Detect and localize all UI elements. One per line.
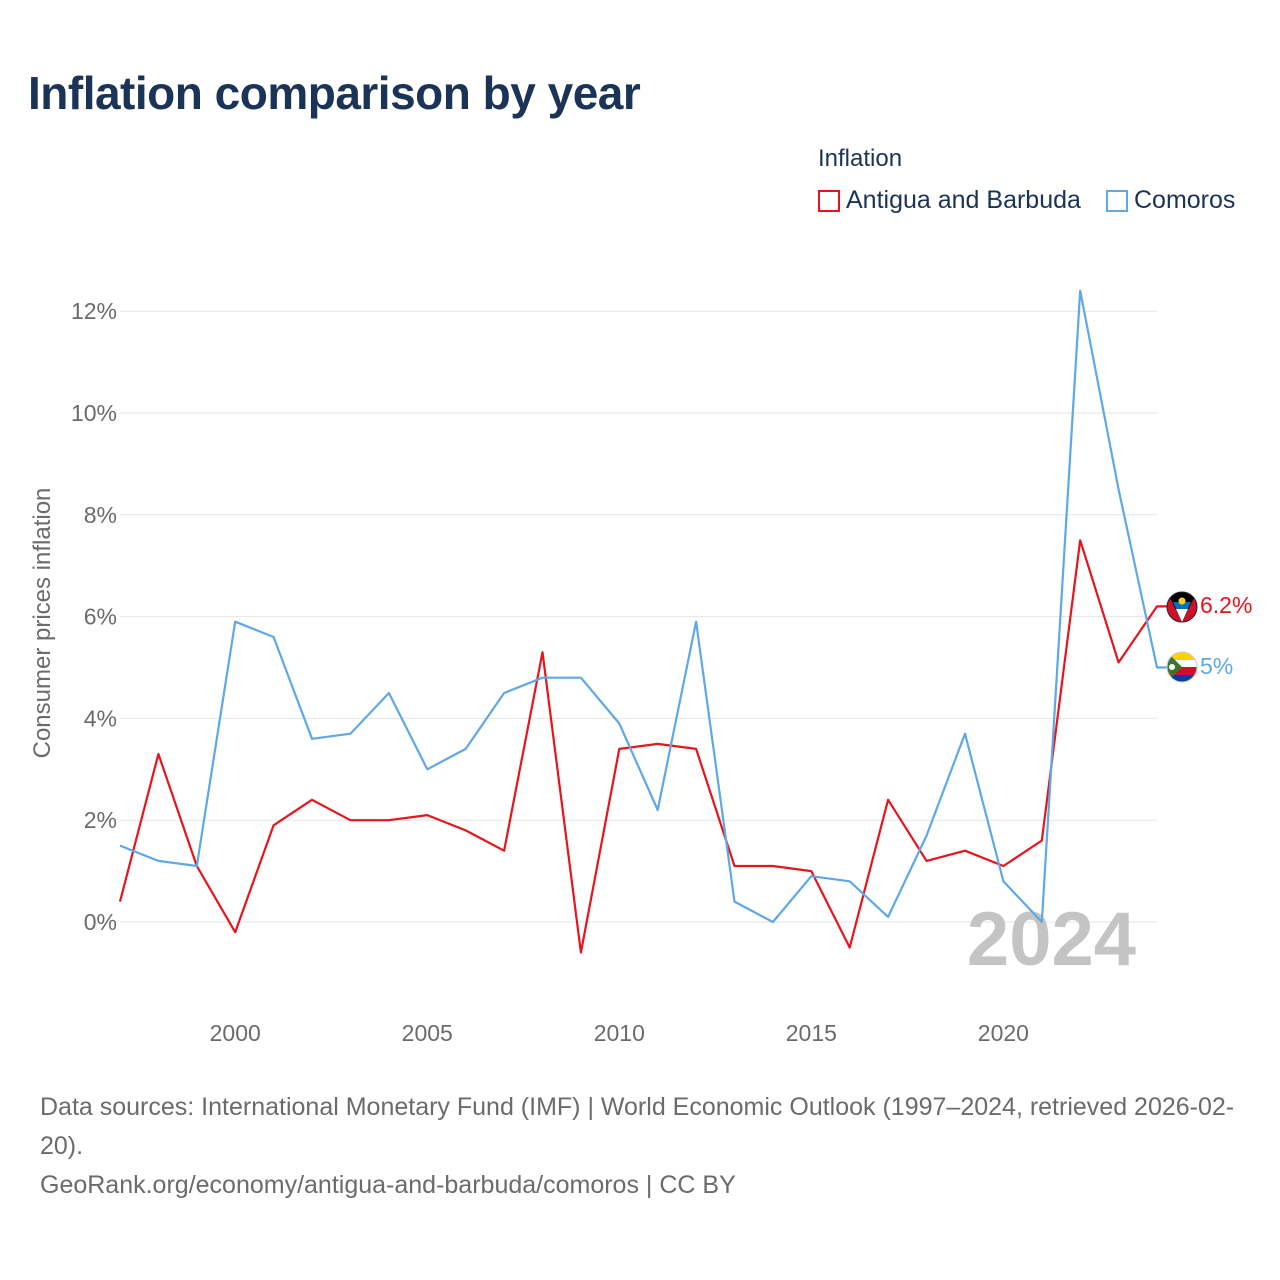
- x-tick-label: 2020: [978, 1020, 1029, 1046]
- comoros-flag-icon: [1166, 651, 1198, 683]
- legend-swatch-comoros: [1106, 189, 1128, 212]
- legend-label-comoros: Comoros: [1134, 186, 1236, 214]
- footer: Data sources: International Monetary Fun…: [40, 1088, 1250, 1205]
- series-line-comoros[interactable]: [119, 289, 1167, 924]
- legend-swatch-antigua: [818, 189, 840, 212]
- year-watermark: 2024: [967, 897, 1136, 982]
- y-tick-label: 4%: [84, 705, 117, 731]
- x-tick-label: 2010: [594, 1020, 645, 1046]
- x-tick-label: 2005: [402, 1020, 453, 1046]
- y-tick-label: 6%: [84, 604, 117, 630]
- y-tick-label: 10%: [71, 400, 117, 426]
- y-axis-label: Consumer prices inflation: [29, 488, 56, 759]
- x-tick-label: 2000: [210, 1020, 261, 1046]
- y-tick-label: 2%: [84, 807, 117, 833]
- legend-item-comoros[interactable]: Comoros: [1106, 186, 1235, 215]
- chart-title: Inflation comparison by year: [28, 67, 641, 119]
- line-chart: 0% 2% 4% 6% 8% 10% 12% 2000 2005 2010 2015 2020 20…: [29, 289, 1252, 1046]
- end-label-antigua: 6.2%: [1200, 592, 1252, 618]
- antigua-flag-icon: [1166, 591, 1198, 623]
- legend-label-antigua: Antigua and Barbuda: [846, 186, 1081, 214]
- data-source-text: Data sources: International Monetary Fun…: [40, 1093, 1235, 1160]
- y-tick-label: 0%: [84, 909, 117, 935]
- legend-item-antigua[interactable]: Antigua and Barbuda: [818, 186, 1081, 215]
- y-tick-label: 8%: [84, 502, 117, 528]
- end-label-comoros: 5%: [1200, 653, 1233, 679]
- y-tick-label: 12%: [71, 298, 117, 324]
- x-tick-label: 2015: [786, 1020, 837, 1046]
- source-link[interactable]: GeoRank.org/economy/antigua-and-barbuda/…: [40, 1171, 736, 1199]
- legend-title: Inflation: [818, 145, 903, 172]
- series-line-antigua[interactable]: [118, 539, 1167, 954]
